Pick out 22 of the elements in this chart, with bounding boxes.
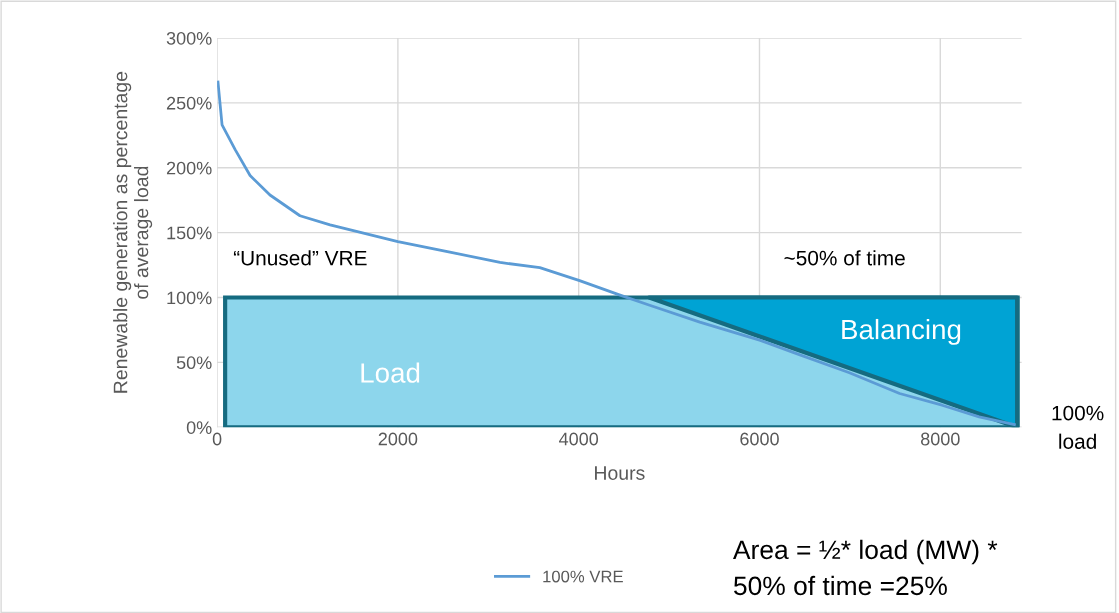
annotation: Balancing bbox=[842, 318, 961, 345]
annotation: “Unused” VRE bbox=[233, 250, 367, 266]
x-tick-label: 8000 bbox=[920, 432, 960, 446]
y-tick-label: 150% bbox=[167, 226, 212, 240]
x-tick-label: 6000 bbox=[740, 432, 779, 446]
x-axis-title: Hours bbox=[595, 466, 645, 480]
y-axis-title: Renewable generation as percentage of average load bbox=[113, 71, 153, 393]
x-tick-label: 2000 bbox=[378, 432, 418, 446]
y-tick-label: 50% bbox=[176, 356, 212, 370]
text: 100% load bbox=[1052, 405, 1104, 449]
line-series bbox=[217, 80, 1016, 427]
y-tick-label: 250% bbox=[166, 96, 212, 110]
y-tick-label: 0% bbox=[186, 421, 212, 434]
text: Area = ½* load (MW) * 50% of time =25% bbox=[733, 539, 998, 596]
x-tick-label: 0 bbox=[212, 432, 222, 446]
annotation: ~50% of time bbox=[784, 250, 905, 266]
y-tick-label: 200% bbox=[166, 161, 212, 175]
y-tick-label: 100% bbox=[167, 291, 212, 305]
band-label: Load bbox=[361, 362, 420, 383]
legend-label: 100% VRE bbox=[543, 570, 623, 583]
x-tick-label: 4000 bbox=[559, 432, 599, 446]
y-tick-label: 300% bbox=[166, 31, 212, 45]
